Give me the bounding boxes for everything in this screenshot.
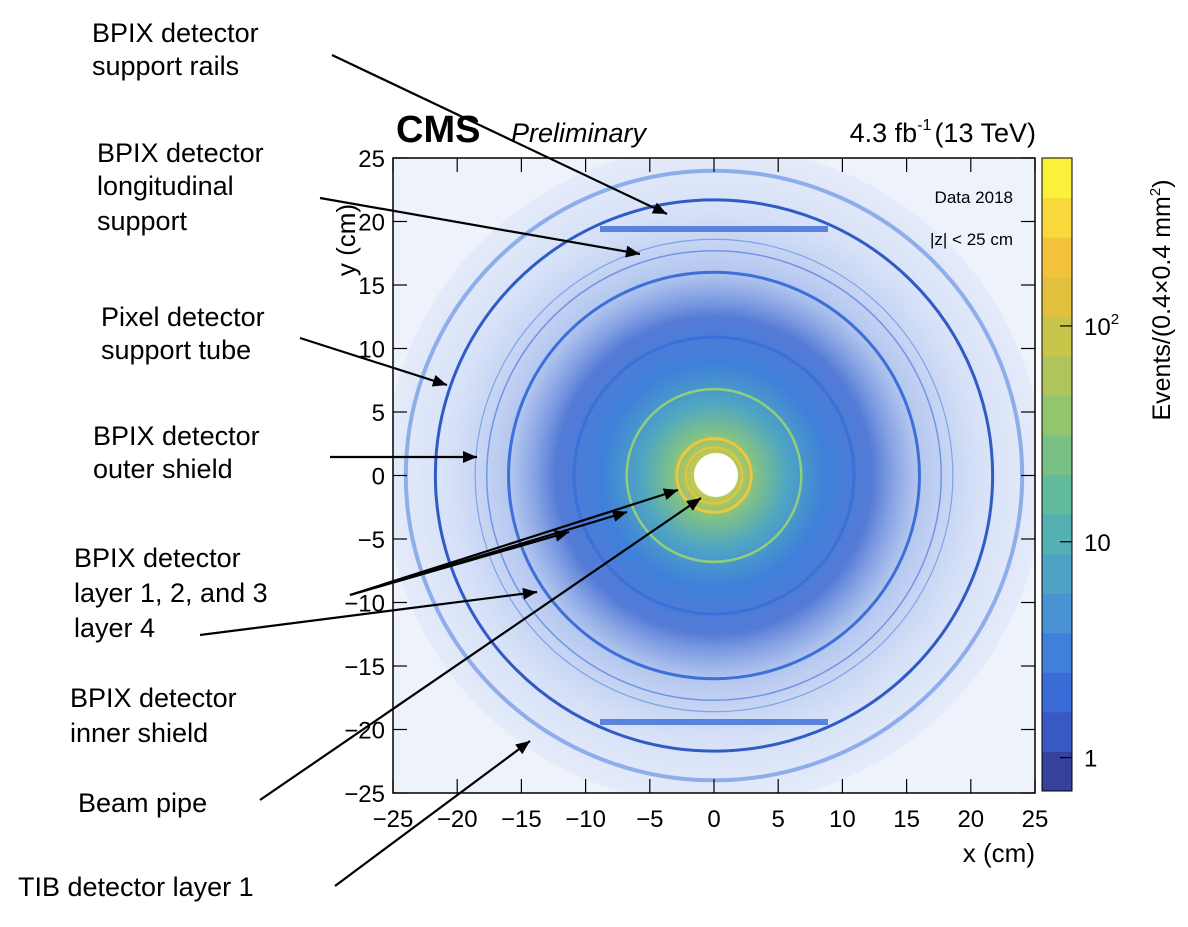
x-tick-label: 10 bbox=[829, 806, 856, 833]
y-tick-label: −15 bbox=[344, 654, 385, 681]
ring-bpix-inner-shield bbox=[485, 249, 943, 702]
support-rail-top bbox=[600, 226, 828, 232]
colorbar bbox=[1042, 158, 1072, 792]
annotation-support-tube: Pixel detector support tube bbox=[101, 302, 265, 365]
colorbar-segment bbox=[1042, 355, 1072, 396]
ring-bpix-layer-1 bbox=[675, 437, 753, 514]
x-tick-label: 5 bbox=[772, 806, 785, 833]
colorbar-frame bbox=[1041, 157, 1073, 792]
annotation-beam-pipe: Beam pipe bbox=[78, 788, 207, 818]
annotation-tib-layer-1: TIB detector layer 1 bbox=[18, 872, 254, 902]
arrow-line bbox=[349, 488, 679, 597]
y-tick-label: 15 bbox=[358, 273, 385, 300]
colorbar-tick-label: 102 bbox=[1084, 311, 1119, 341]
colorbar-segment bbox=[1042, 434, 1072, 475]
support-rail-bottom bbox=[600, 719, 828, 725]
arrow-line bbox=[299, 336, 448, 387]
beam-hole bbox=[694, 453, 738, 497]
arrow-head bbox=[515, 741, 530, 755]
arrow-head bbox=[651, 202, 667, 214]
x-tick-label: −10 bbox=[565, 806, 606, 833]
colorbar-segment bbox=[1042, 237, 1072, 278]
colorbar-title: Events/(0.4×0.4 mm2) bbox=[1147, 179, 1176, 420]
annotation-support-rails: BPIX detector support rails bbox=[92, 18, 259, 81]
arrow-line bbox=[319, 196, 641, 256]
colorbar-segment bbox=[1042, 632, 1072, 673]
arrow-head bbox=[625, 245, 640, 258]
ring-bpix-layer-2 bbox=[625, 387, 803, 564]
cut-label: |z| < 25 cm bbox=[930, 230, 1013, 249]
x-tick-label: 25 bbox=[1022, 806, 1049, 833]
ring-bpix-outer-shield bbox=[474, 238, 954, 713]
arrow-line bbox=[259, 497, 702, 801]
colorbar-segment bbox=[1042, 316, 1072, 357]
dataset-label: Data 2018 bbox=[935, 188, 1013, 207]
colorbar-segment bbox=[1042, 276, 1072, 317]
annotation-arrows bbox=[199, 54, 702, 887]
arrow-head bbox=[662, 488, 678, 500]
colorbar-segment bbox=[1042, 197, 1072, 238]
ring-bpix-layer-4 bbox=[507, 270, 921, 681]
ring-beam-pipe bbox=[684, 446, 744, 505]
annotations: BPIX detector support rails BPIX detector… bbox=[18, 18, 268, 902]
y-tick-label: 20 bbox=[358, 210, 385, 237]
annotation-outer-shield: BPIX detector outer shield bbox=[93, 421, 260, 484]
x-tick-label: 0 bbox=[707, 806, 720, 833]
y-tick-label: 0 bbox=[372, 464, 385, 491]
y-tick-label: 25 bbox=[358, 146, 385, 173]
x-axis-title: x (cm) bbox=[963, 838, 1035, 868]
annotation-inner-shield: BPIX detector inner shield bbox=[70, 683, 237, 748]
arrow-line bbox=[334, 740, 531, 887]
colorbar-segment bbox=[1042, 672, 1072, 713]
colorbar-ticks: 1 10 102 bbox=[1060, 311, 1119, 773]
lumi-label: 4.3 fb-1 (13 TeV) bbox=[850, 117, 1036, 148]
arrow-line bbox=[331, 54, 668, 215]
heatmap-plot-area bbox=[393, 158, 1035, 793]
y-tick-label: −20 bbox=[344, 718, 385, 745]
colorbar-segment bbox=[1042, 593, 1072, 634]
y-tick-label: 5 bbox=[372, 400, 385, 427]
colorbar-segment bbox=[1042, 474, 1072, 515]
colorbar-segment bbox=[1042, 158, 1072, 199]
arrow-line bbox=[199, 590, 538, 637]
y-tick-label: 10 bbox=[358, 337, 385, 364]
colorbar-segment bbox=[1042, 395, 1072, 436]
y-tick-label: −5 bbox=[358, 527, 385, 554]
colorbar-tick-label: 1 bbox=[1084, 746, 1097, 773]
x-tick-label: −15 bbox=[501, 806, 542, 833]
x-tick-label: −25 bbox=[373, 806, 414, 833]
ring-bpix-layer-3 bbox=[572, 335, 856, 616]
annotation-layer-4: layer 4 bbox=[74, 613, 155, 643]
colorbar-segment bbox=[1042, 553, 1072, 594]
colorbar-tick-label: 10 bbox=[1084, 530, 1111, 557]
arrow-head bbox=[463, 451, 477, 463]
cms-label: CMS bbox=[396, 109, 480, 151]
colorbar-segment bbox=[1042, 711, 1072, 752]
arrow-head bbox=[522, 587, 537, 600]
y-axis-title: y (cm) bbox=[331, 204, 361, 276]
colorbar-segment bbox=[1042, 514, 1072, 555]
x-tick-label: −5 bbox=[636, 806, 663, 833]
x-tick-label: −20 bbox=[437, 806, 478, 833]
arrow-head bbox=[686, 498, 701, 511]
preliminary-label: Preliminary bbox=[511, 118, 648, 148]
y-tick-label: −25 bbox=[344, 781, 385, 808]
annotation-longitudinal-support: BPIX detector longitudinal support bbox=[97, 138, 264, 236]
x-tick-label: 20 bbox=[957, 806, 984, 833]
ring-pixel-support-tube bbox=[433, 198, 995, 753]
annotation-layers-1-2-3: BPIX detector layer 1, 2, and 3 bbox=[74, 543, 268, 608]
x-tick-label: 15 bbox=[893, 806, 920, 833]
arrow-head bbox=[611, 510, 627, 522]
arrow-head bbox=[431, 375, 447, 387]
x-axis: −25 −20 −15 −10 −5 0 5 10 15 20 25 bbox=[373, 158, 1049, 833]
